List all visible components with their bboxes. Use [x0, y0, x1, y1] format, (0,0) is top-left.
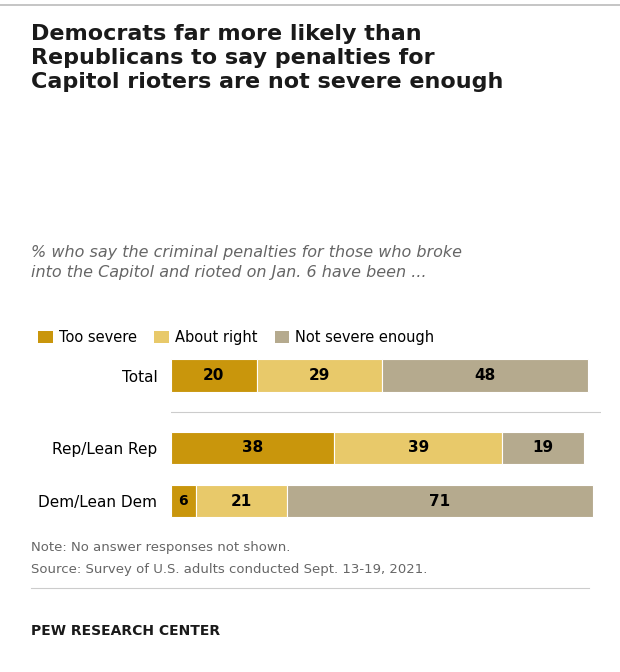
Bar	[170, 360, 257, 392]
Text: 19: 19	[533, 440, 554, 456]
Text: Democrats far more likely than
Republicans to say penalties for
Capitol rioters : Democrats far more likely than Republica…	[31, 24, 503, 91]
Text: 48: 48	[474, 368, 495, 383]
Text: 6: 6	[179, 494, 188, 508]
Text: 71: 71	[429, 494, 450, 509]
Text: Source: Survey of U.S. adults conducted Sept. 13-19, 2021.: Source: Survey of U.S. adults conducted …	[31, 563, 427, 576]
Text: 39: 39	[407, 440, 429, 456]
Bar	[170, 431, 334, 464]
Text: PEW RESEARCH CENTER: PEW RESEARCH CENTER	[31, 624, 220, 638]
Legend: Too severe, About right, Not severe enough: Too severe, About right, Not severe enou…	[38, 330, 434, 345]
Text: 21: 21	[231, 494, 252, 509]
Bar	[287, 485, 593, 517]
Text: 38: 38	[242, 440, 263, 456]
Bar	[382, 360, 588, 392]
Bar	[257, 360, 382, 392]
Bar	[170, 485, 197, 517]
Text: % who say the criminal penalties for those who broke
into the Capitol and rioted: % who say the criminal penalties for tho…	[31, 245, 462, 280]
Bar	[197, 485, 287, 517]
Text: 20: 20	[203, 368, 224, 383]
Bar	[502, 431, 584, 464]
Bar	[334, 431, 502, 464]
Text: 29: 29	[309, 368, 330, 383]
Text: Note: No answer responses not shown.: Note: No answer responses not shown.	[31, 541, 290, 554]
